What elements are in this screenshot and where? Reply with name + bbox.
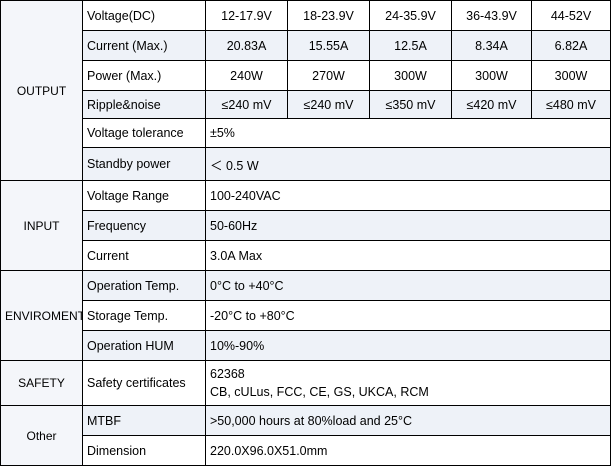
table-row: Current (Max.) 20.83A 15.55A 12.5A 8.34A 6.82…: [1, 30, 611, 61]
row-value: 100-240VAC: [205, 180, 611, 211]
row-value: ≤240 mV: [287, 90, 370, 119]
row-value: ≤480 mV: [531, 90, 611, 119]
value-line: 62368: [210, 367, 245, 381]
row-value: 3.0A Max: [205, 240, 611, 271]
table-row: Power (Max.) 240W 270W 300W 300W 300W: [1, 60, 611, 91]
section-label: SAFETY: [0, 360, 83, 406]
section-label: OUTPUT: [0, 0, 83, 181]
value-line: CB, cULus, FCC, CE, GS, UKCA, RCM: [210, 385, 429, 399]
row-value: ＜ 0.5 W: [205, 147, 611, 181]
row-label: Storage Temp.: [82, 300, 206, 331]
table-row: Operation HUM 10%-90%: [1, 330, 611, 361]
table-row: Current 3.0A Max: [1, 240, 611, 271]
row-label: Voltage(DC): [82, 0, 206, 31]
row-value: 10%-90%: [205, 330, 611, 361]
row-label: Frequency: [82, 210, 206, 241]
table-row: Other MTBF >50,000 hours at 80%load and 25…: [0, 405, 611, 466]
row-value: -20°C to +80°C: [205, 300, 611, 331]
row-value: 20.83A: [205, 30, 288, 61]
row-label: Operation Temp.: [82, 270, 206, 301]
row-value: 12-17.9V: [205, 0, 288, 31]
row-label: Operation HUM: [82, 330, 206, 361]
table-row: Voltage tolerance ±5%: [1, 118, 611, 148]
row-label: Voltage tolerance: [82, 118, 206, 148]
row-value: 15.55A: [287, 30, 370, 61]
row-value: ±5%: [205, 118, 611, 148]
row-value: >50,000 hours at 80%load and 25°C: [205, 405, 611, 436]
section-label: INPUT: [0, 180, 83, 271]
row-value: 62368 CB, cULus, FCC, CE, GS, UKCA, RCM: [205, 360, 611, 406]
table-row: Standby power ＜ 0.5 W: [1, 147, 611, 181]
section-label: ENVIROMENT: [0, 270, 83, 361]
table-row: ENVIROMENT Operation Temp. 0°C to +40°C: [0, 270, 611, 361]
row-label: MTBF: [82, 405, 206, 436]
row-label: Current: [82, 240, 206, 271]
table-row: Storage Temp. -20°C to +80°C: [1, 300, 611, 331]
section-label: Other: [0, 405, 83, 466]
row-value: 44-52V: [531, 0, 611, 31]
row-label: Current (Max.): [82, 30, 206, 61]
row-value: 18-23.9V: [287, 0, 370, 31]
row-value: 300W: [451, 60, 532, 91]
row-value: 270W: [287, 60, 370, 91]
row-value: 24-35.9V: [369, 0, 452, 31]
table-row: Dimension 220.0X96.0X51.0mm: [1, 435, 611, 466]
row-value: 300W: [531, 60, 611, 91]
row-label: Ripple&noise: [82, 90, 206, 119]
table-row: OUTPUT Voltage(DC) 12-17.9V 18-23.9V 24-35.9…: [0, 0, 611, 181]
row-value: 8.34A: [451, 30, 532, 61]
row-label: Dimension: [82, 435, 206, 466]
row-value: 0°C to +40°C: [205, 270, 611, 301]
row-label: Safety certificates: [82, 360, 206, 406]
row-value: ≤350 mV: [369, 90, 452, 119]
row-label: Standby power: [82, 147, 206, 181]
row-label: Power (Max.): [82, 60, 206, 91]
table-row: Frequency 50-60Hz: [1, 210, 611, 241]
table-row: Ripple&noise ≤240 mV ≤240 mV ≤350 mV ≤420 mV…: [1, 90, 611, 119]
row-value: 240W: [205, 60, 288, 91]
row-value: ≤420 mV: [451, 90, 532, 119]
table-row: INPUT Voltage Range 100-240VAC: [0, 180, 611, 271]
table-row: SAFETY Safety certificates 62368 CB, cULus,…: [0, 360, 611, 406]
row-value: 220.0X96.0X51.0mm: [205, 435, 611, 466]
row-value: 300W: [369, 60, 452, 91]
row-label: Voltage Range: [82, 180, 206, 211]
row-value: 50-60Hz: [205, 210, 611, 241]
row-value: 6.82A: [531, 30, 611, 61]
row-value: 36-43.9V: [451, 0, 532, 31]
row-value: ≤240 mV: [205, 90, 288, 119]
row-value: 12.5A: [369, 30, 452, 61]
